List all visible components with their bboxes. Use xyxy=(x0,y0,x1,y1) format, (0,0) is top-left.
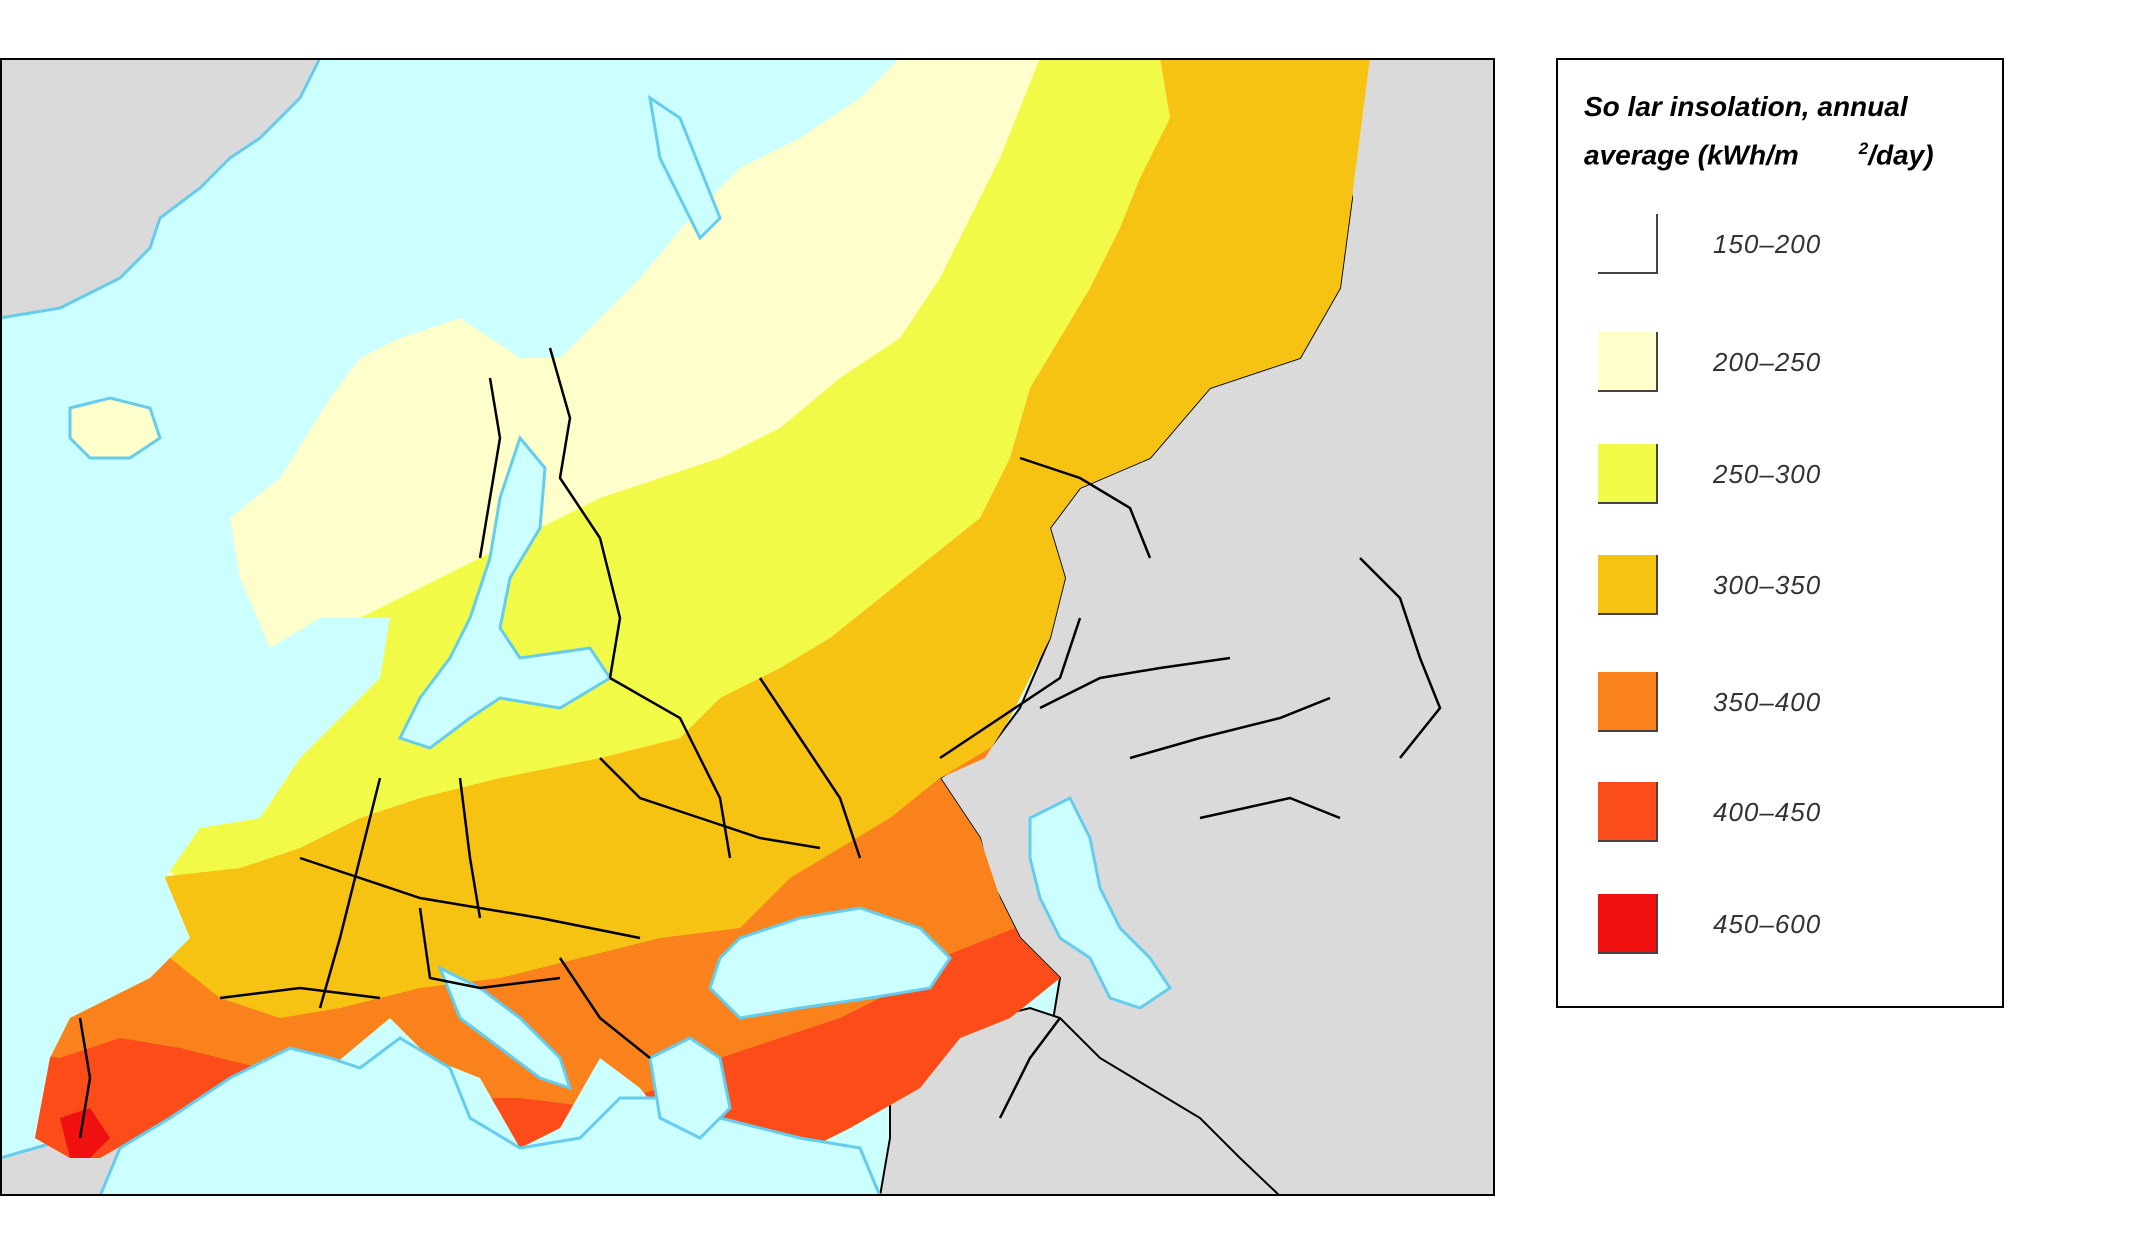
legend-item-250-300: 250–300 xyxy=(1598,444,1978,506)
legend-label: 200–250 xyxy=(1713,347,1822,377)
legend: So lar insolation, annual average (kWh/m… xyxy=(1556,58,2004,1008)
legend-label: 450–600 xyxy=(1713,909,1822,939)
legend-title: So lar insolation, annual average (kWh/m… xyxy=(1584,86,1994,176)
solar-insolation-map xyxy=(0,58,1495,1196)
zone-250-300 xyxy=(140,58,1170,878)
legend-label: 350–400 xyxy=(1713,687,1822,717)
legend-title-superscript: 2 xyxy=(1858,139,1869,158)
legend-item-150-200: 150–200 xyxy=(1598,214,1978,276)
adriatic-sea xyxy=(437,964,573,1091)
legend-swatch xyxy=(1598,672,1658,732)
caspian-sea xyxy=(1028,795,1173,1010)
legend-title-line2: average (kWh/m xyxy=(1584,139,1799,171)
legend-label: 250–300 xyxy=(1713,459,1822,489)
legend-swatch xyxy=(1598,894,1658,954)
iceland xyxy=(68,396,162,460)
zone-450-600-iberia xyxy=(60,1108,110,1158)
legend-swatch xyxy=(1598,214,1658,274)
legend-item-450-600: 450–600 xyxy=(1598,894,1978,956)
aegean-sea xyxy=(648,1036,732,1140)
legend-swatch xyxy=(1598,444,1658,504)
legend-label: 300–350 xyxy=(1713,570,1822,600)
black-sea xyxy=(708,906,952,1020)
greenland-land xyxy=(0,58,322,320)
map-frame xyxy=(0,58,1495,1196)
legend-item-300-350: 300–350 xyxy=(1598,555,1978,617)
arctic-islands xyxy=(647,94,722,241)
legend-swatch xyxy=(1598,782,1658,842)
baltic-sea xyxy=(397,434,613,750)
legend-swatch xyxy=(1598,332,1658,392)
legend-label: 150–200 xyxy=(1713,229,1822,259)
legend-item-350-400: 350–400 xyxy=(1598,672,1978,734)
legend-item-200-250: 200–250 xyxy=(1598,332,1978,394)
legend-title-line1: So lar insolation, annual xyxy=(1584,91,1908,122)
legend-swatch xyxy=(1598,555,1658,615)
country-borders xyxy=(78,347,1442,1139)
legend-label: 400–450 xyxy=(1713,797,1822,827)
legend-item-400-450: 400–450 xyxy=(1598,782,1978,844)
legend-title-unit: /day) xyxy=(1868,139,1934,171)
mediterranean-sea xyxy=(98,1036,882,1196)
